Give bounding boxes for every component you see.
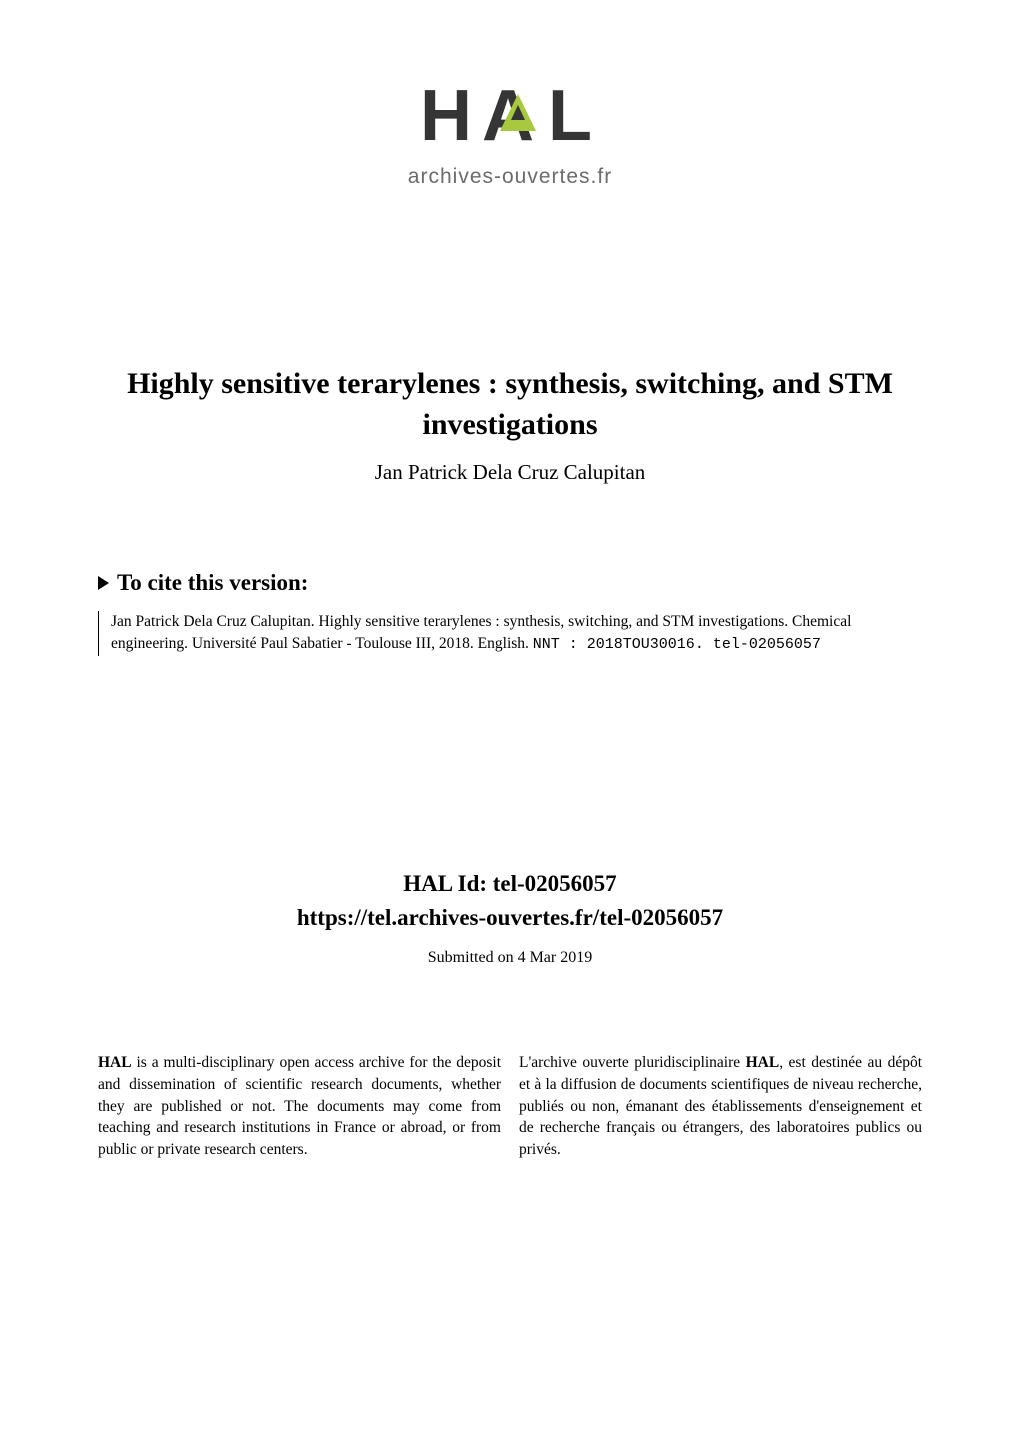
logo-section: H A L archives-ouvertes.fr <box>0 0 1020 189</box>
title-section: Highly sensitive terarylenes : synthesis… <box>0 364 1020 485</box>
footer-left-bold: HAL <box>98 1054 132 1071</box>
hal-logo-svg: H A L <box>410 75 610 165</box>
footer-section: HAL is a multi-disciplinary open access … <box>0 1052 1020 1160</box>
footer-left-column: HAL is a multi-disciplinary open access … <box>98 1052 501 1160</box>
submitted-date: Submitted on 4 Mar 2019 <box>0 949 1020 967</box>
hal-id-label: HAL Id: tel-02056057 <box>0 871 1020 897</box>
footer-left-text: is a multi-disciplinary open access arch… <box>98 1054 501 1158</box>
paper-author: Jan Patrick Dela Cruz Calupitan <box>60 460 960 485</box>
hal-url[interactable]: https://tel.archives-ouvertes.fr/tel-020… <box>0 905 1020 931</box>
footer-right-pre: L'archive ouverte pluridisciplinaire <box>519 1054 746 1071</box>
triangle-right-icon <box>98 576 109 590</box>
cite-header-text: To cite this version: <box>117 570 308 596</box>
cite-nnt: NNT : 2018TOU30016 <box>533 636 695 653</box>
svg-text:L: L <box>548 76 592 156</box>
svg-text:H: H <box>420 76 472 156</box>
cite-body: Jan Patrick Dela Cruz Calupitan. Highly … <box>98 611 922 656</box>
paper-title: Highly sensitive terarylenes : synthesis… <box>60 364 960 445</box>
cite-header: To cite this version: <box>98 570 922 596</box>
footer-right-column: L'archive ouverte pluridisciplinaire HAL… <box>519 1052 922 1160</box>
hal-logo: H A L archives-ouvertes.fr <box>408 75 612 189</box>
footer-right-bold: HAL <box>746 1054 780 1071</box>
hal-id-section: HAL Id: tel-02056057 https://tel.archive… <box>0 871 1020 967</box>
cite-section: To cite this version: Jan Patrick Dela C… <box>0 570 1020 656</box>
logo-subtitle: archives-ouvertes.fr <box>408 165 612 189</box>
cite-tel-id: . tel-02056057 <box>695 636 821 653</box>
